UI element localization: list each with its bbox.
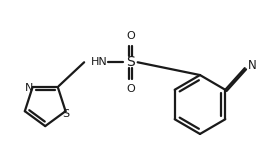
Text: N: N <box>248 59 256 72</box>
Text: HN: HN <box>91 57 108 67</box>
Text: O: O <box>126 31 135 41</box>
Text: O: O <box>126 84 135 94</box>
Text: N: N <box>25 83 33 93</box>
Text: S: S <box>126 55 135 69</box>
Text: S: S <box>62 109 69 119</box>
